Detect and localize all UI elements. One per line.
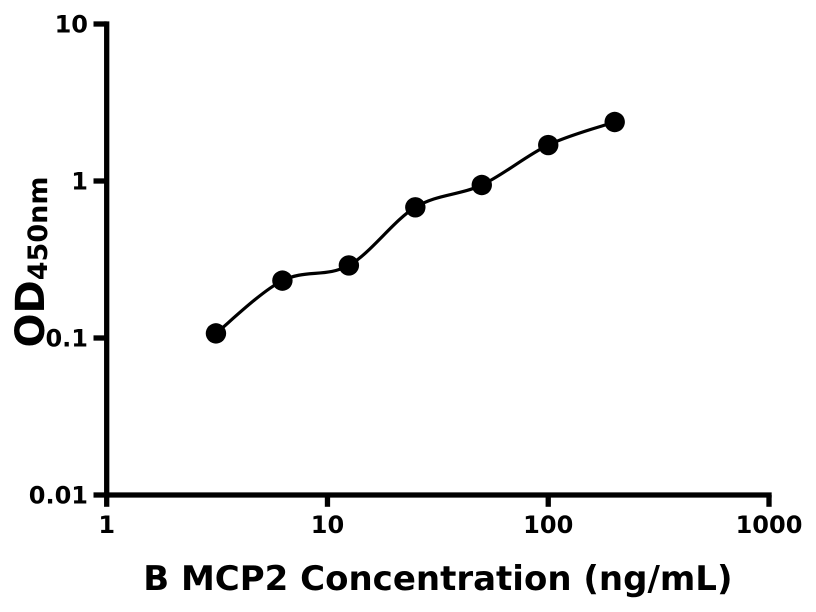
data-point	[604, 111, 625, 133]
data-point	[205, 323, 227, 344]
data-point	[471, 174, 492, 196]
data-point	[338, 255, 360, 276]
data-point	[272, 270, 293, 291]
x-tick-label: 100	[523, 511, 573, 539]
data-point	[538, 134, 559, 156]
y-tick-label: 0.01	[29, 482, 88, 510]
y-axis-title-subscript: 450nm	[23, 177, 54, 281]
y-tick-label: 10	[55, 11, 88, 39]
fit-curve	[214, 120, 617, 335]
y-axis-title-main: OD	[8, 280, 54, 347]
y-axis-title: OD450nm	[8, 177, 54, 348]
y-tick-label: 1	[71, 168, 88, 196]
x-tick-label: 10	[311, 511, 344, 539]
y-tick-label: 0.1	[45, 325, 88, 353]
x-tick-label: 1	[98, 511, 115, 539]
data-point	[405, 197, 426, 218]
x-axis-title: B MCP2 Concentration (ng/mL)	[143, 559, 732, 599]
x-tick-label: 1000	[736, 511, 803, 539]
